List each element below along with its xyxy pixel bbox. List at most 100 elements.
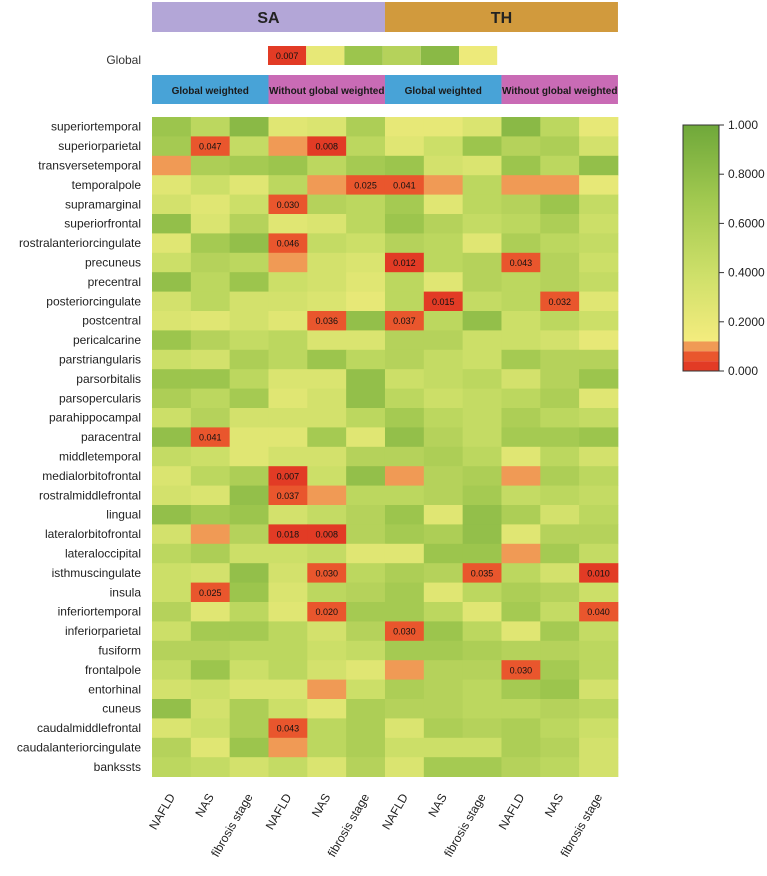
heatmap-cell [540, 757, 580, 777]
cell-value-label: 0.040 [587, 607, 610, 617]
group-bar-sa [152, 2, 385, 32]
heatmap-cell [579, 155, 619, 176]
cell-value-label: 0.012 [393, 258, 416, 268]
heatmap-cell [579, 369, 619, 389]
row-label: middletemporal [59, 450, 141, 464]
heatmap-cell [579, 117, 619, 137]
row-label: superiortemporal [51, 120, 141, 134]
heatmap-cell [152, 485, 192, 506]
heatmap-cell [540, 563, 580, 583]
heatmap-cell [462, 291, 502, 312]
heatmap-cell [307, 175, 347, 195]
heatmap-cell [540, 175, 580, 195]
heatmap-cell [229, 117, 269, 137]
heatmap-cell [579, 330, 619, 351]
heatmap-cell [152, 679, 192, 700]
subgroup-label: Without global weighted [269, 86, 384, 97]
row-label: caudalanteriorcingulate [17, 741, 141, 755]
heatmap-cell [462, 543, 502, 564]
heatmap-cell [152, 194, 192, 215]
heatmap-cell [501, 621, 541, 642]
heatmap-cell [501, 718, 541, 739]
heatmap-cell [346, 524, 386, 545]
heatmap-cell [346, 388, 386, 409]
row-label: lingual [106, 508, 141, 522]
heatmap-cell [462, 214, 502, 234]
heatmap-cell [540, 582, 580, 603]
heatmap-cell [268, 718, 308, 739]
heatmap-cell [579, 466, 619, 486]
heatmap-cell [190, 505, 231, 525]
heatmap-cell [307, 757, 347, 777]
subgroup-bar [268, 75, 385, 104]
heatmap-cell [384, 466, 425, 486]
heatmap-cell [229, 408, 269, 428]
heatmap-cell [229, 699, 269, 719]
heatmap-cell [540, 660, 580, 680]
heatmap-cell [579, 563, 619, 583]
heatmap-cell [229, 311, 269, 331]
heatmap-cell [501, 291, 541, 312]
heatmap-cell [152, 640, 192, 661]
heatmap-cell [346, 214, 386, 234]
heatmap-cell [268, 543, 308, 564]
heatmap-cell [540, 291, 580, 312]
heatmap-cell [229, 369, 269, 389]
heatmap-cell [190, 621, 231, 642]
heatmap-cell [579, 408, 619, 428]
heatmap-cell [501, 485, 541, 506]
legend-tick-label: 0.4000 [728, 266, 765, 280]
row-label: frontalpole [85, 663, 141, 677]
heatmap-cell [579, 214, 619, 234]
heatmap-cell [384, 330, 425, 351]
heatmap-cell [190, 485, 231, 506]
heatmap-cell [152, 757, 192, 777]
heatmap-cell [540, 117, 580, 137]
heatmap-cell [268, 640, 308, 661]
heatmap-cell [579, 252, 619, 273]
heatmap-cell [268, 524, 308, 545]
heatmap-cell [268, 737, 308, 758]
heatmap-cell [268, 252, 308, 273]
heatmap-cell [579, 136, 619, 157]
heatmap-cell [229, 505, 269, 525]
heatmap-cell [423, 757, 464, 777]
row-label: caudalmiddlefrontal [37, 721, 141, 735]
heatmap-cell [268, 602, 308, 622]
heatmap-cell [346, 621, 386, 642]
heatmap-cell [307, 505, 347, 525]
row-label: precentral [88, 275, 141, 289]
heatmap-cell [152, 446, 192, 467]
heatmap-cell [540, 214, 580, 234]
global-row-label: Global [106, 53, 141, 67]
heatmap-cell [307, 563, 347, 583]
row-label: medialorbitofrontal [42, 469, 141, 483]
heatmap-cell [384, 485, 425, 506]
heatmap-cell [307, 291, 347, 312]
heatmap-cell [540, 388, 580, 409]
heatmap-cell [423, 175, 464, 195]
heatmap-cell [384, 155, 425, 176]
heatmap-cell [462, 311, 502, 331]
heatmap-cell [152, 155, 192, 176]
heatmap-cell [346, 194, 386, 215]
heatmap-cell [540, 427, 580, 448]
heatmap-cell [501, 330, 541, 351]
legend-tick-label: 1.000 [728, 118, 758, 132]
cell-value-label: 0.041 [199, 433, 222, 443]
heatmap-cell [229, 660, 269, 680]
heatmap-cell [152, 408, 192, 428]
heatmap-cell [268, 408, 308, 428]
legend-frame [682, 124, 720, 372]
heatmap-cell [190, 660, 231, 680]
heatmap-cell [423, 582, 464, 603]
group-label: SA [257, 10, 280, 27]
heatmap-cell [579, 388, 619, 409]
heatmap-cell [423, 388, 464, 409]
cell-value-label: 0.030 [315, 568, 338, 578]
column-label: NAS [542, 791, 566, 819]
heatmap-cell [384, 602, 425, 622]
subgroup-bar [152, 75, 269, 104]
heatmap-cell [307, 155, 347, 176]
